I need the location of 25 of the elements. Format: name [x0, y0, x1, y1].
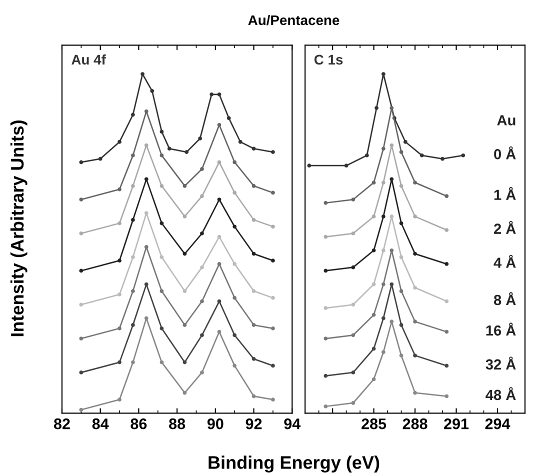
text: 16 Å: [486, 322, 516, 336]
x-axis-title: Binding Energy (eV): [208, 456, 380, 473]
text: 8 Å: [494, 292, 516, 306]
text: 0 Å: [494, 146, 516, 160]
chart-title: Au/Pentacene: [248, 14, 340, 26]
text: 4 Å: [494, 254, 516, 268]
x-tick-label: 291: [444, 418, 469, 430]
x-tick-label: 86: [130, 418, 147, 430]
text: 1 Å: [494, 187, 516, 200]
text: 32 Å: [486, 356, 516, 370]
legend-title: Au: [497, 115, 516, 126]
y-axis-title: Intensity (Arbitrary Units): [10, 120, 28, 336]
x-tick-label: 92: [246, 418, 262, 430]
x-tick-label: 82: [54, 418, 70, 430]
text: 2 Å: [494, 220, 516, 234]
x-tick-label: 88: [169, 418, 186, 430]
text: 48 Å: [486, 387, 516, 400]
x-tick-label: 288: [402, 418, 428, 430]
x-tick-label: 285: [362, 418, 386, 430]
x-tick-label: 90: [207, 418, 224, 430]
x-tick-label: 94: [284, 418, 301, 430]
x-tick-label: 84: [92, 418, 109, 430]
x-tick-label: 294: [485, 418, 510, 430]
text: C 1s: [314, 54, 343, 65]
text: Au 4f: [72, 54, 106, 65]
